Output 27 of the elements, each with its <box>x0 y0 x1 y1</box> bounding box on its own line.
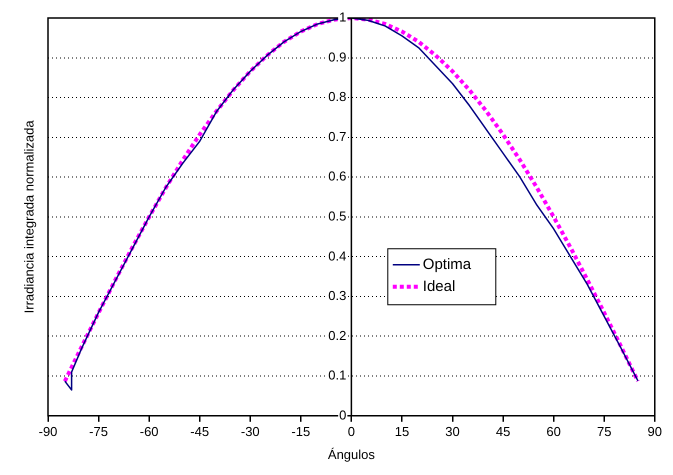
y-axis-title: Irradiancia integrada normalizada <box>22 120 37 314</box>
y-tick-label: 0.5 <box>328 208 346 224</box>
y-tick-label: 1 <box>339 10 346 25</box>
x-tick-label: 75 <box>596 424 612 440</box>
x-axis-title: Ángulos <box>328 446 376 462</box>
y-tick-label: 0.8 <box>328 89 346 104</box>
x-tick-label: -30 <box>240 424 260 440</box>
y-tick-label: 0.1 <box>328 368 346 383</box>
x-tick-label: -45 <box>190 424 210 440</box>
x-tick-label: -90 <box>38 424 58 440</box>
x-tick-label: 30 <box>445 424 460 440</box>
legend-label: Optima <box>422 256 472 273</box>
x-tick-label: 60 <box>546 424 561 440</box>
x-tick-label: -75 <box>89 424 108 440</box>
x-tick-label: 90 <box>648 424 662 440</box>
x-tick-label: -60 <box>140 424 159 440</box>
y-tick-label: 0.2 <box>328 328 346 343</box>
y-tick-label: 0.9 <box>328 49 346 64</box>
legend-label: Ideal <box>422 278 456 295</box>
y-tick-label: 0.7 <box>328 128 346 144</box>
x-tick-label: -15 <box>291 424 310 440</box>
x-tick-label: 45 <box>496 424 510 440</box>
y-tick-label: 0 <box>339 407 346 422</box>
y-tick-label: 0.3 <box>328 288 346 304</box>
y-tick-label: 0.6 <box>328 168 346 184</box>
y-tick-label: 0.4 <box>328 248 346 264</box>
x-tick-label: 15 <box>394 424 410 440</box>
